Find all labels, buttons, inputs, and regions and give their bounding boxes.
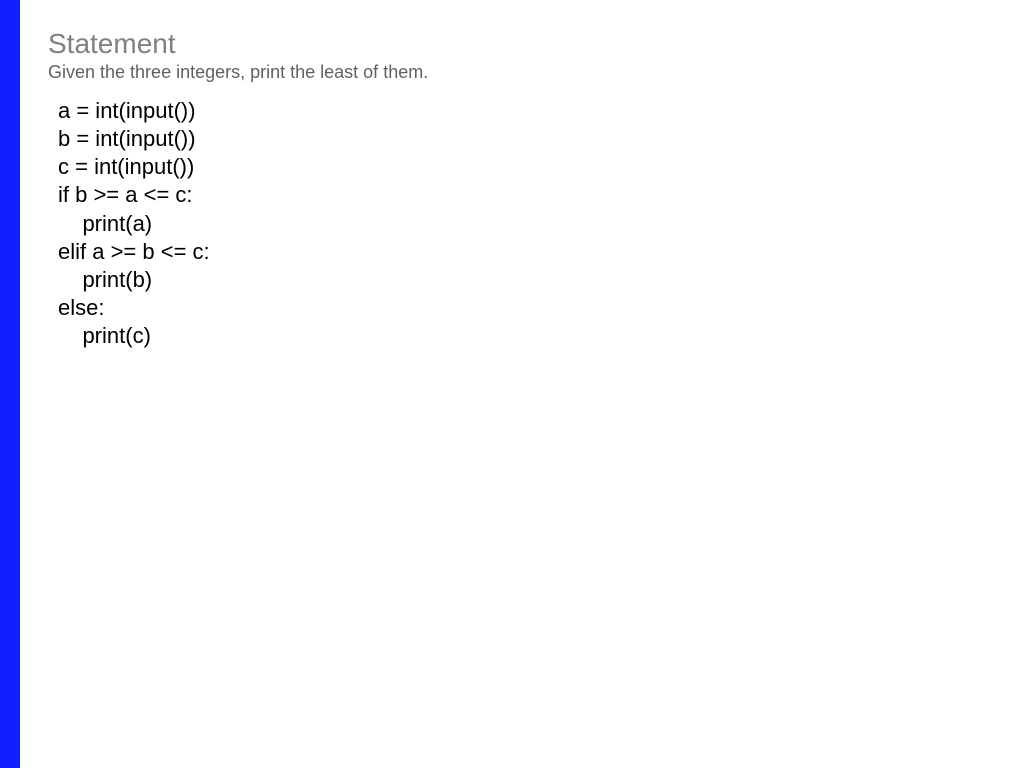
left-accent-bar [0,0,20,768]
code-block: a = int(input()) b = int(input()) c = in… [58,97,1004,350]
statement-description: Given the three integers, print the leas… [48,62,1004,83]
statement-heading: Statement [48,28,1004,60]
slide-content: Statement Given the three integers, prin… [48,28,1004,350]
